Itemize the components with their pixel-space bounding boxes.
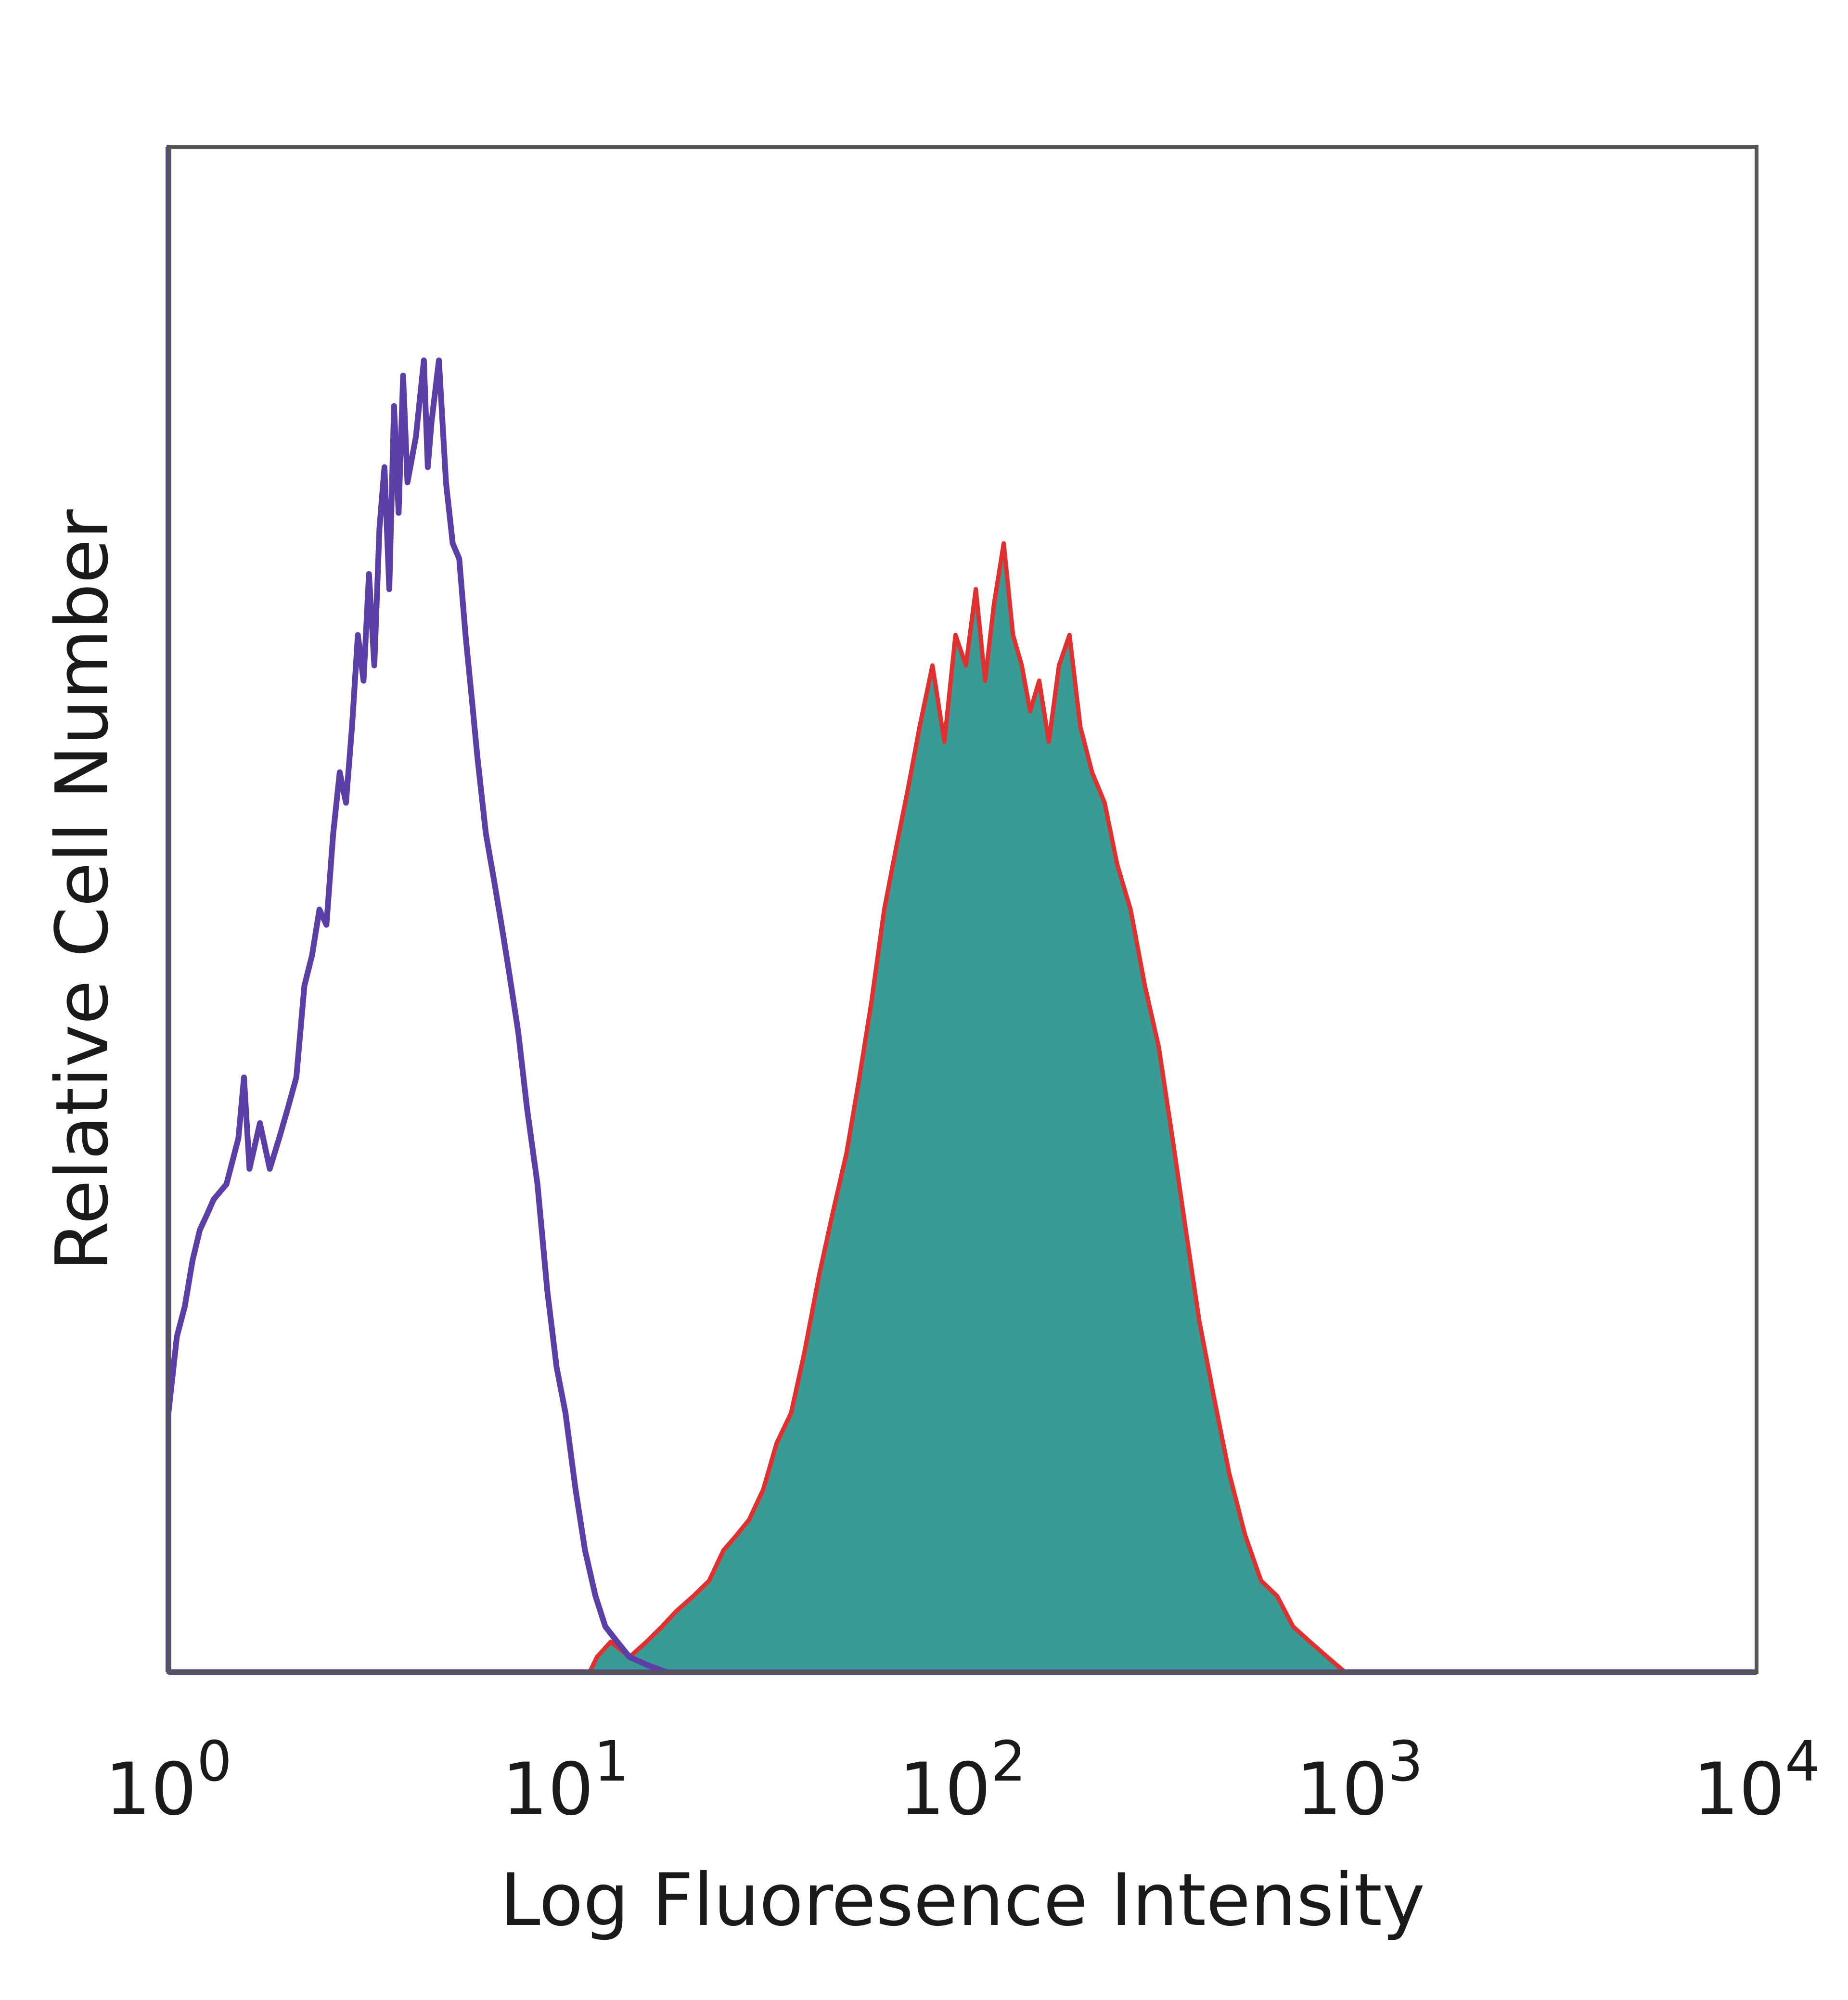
x-tick-exponent-1: 1 — [594, 1730, 629, 1794]
x-tick-base-4: 10 — [1693, 1748, 1785, 1832]
plot-frame — [167, 145, 1758, 1674]
x-tick-base-1: 10 — [502, 1748, 594, 1832]
x-axis-title: Log Fluoresence Intensity — [500, 1859, 1425, 1942]
x-tick-base-0: 10 — [105, 1748, 197, 1832]
y-axis-title: Relative Cell Number — [41, 509, 125, 1271]
x-tick-exponent-0: 0 — [197, 1730, 232, 1794]
series-1-filled-area — [168, 543, 1757, 1672]
x-tick-label-1: 101 — [502, 1730, 629, 1832]
x-tick-label-4: 104 — [1693, 1730, 1820, 1832]
x-tick-base-2: 10 — [899, 1748, 991, 1832]
x-axis-ticks: 100 101 102 103 104 — [105, 1730, 1820, 1832]
x-tick-label-2: 102 — [899, 1730, 1026, 1832]
x-tick-exponent-3: 3 — [1388, 1730, 1423, 1794]
x-tick-exponent-2: 2 — [991, 1730, 1026, 1794]
x-tick-label-0: 100 — [105, 1730, 232, 1832]
x-tick-base-3: 10 — [1296, 1748, 1388, 1832]
x-tick-exponent-4: 4 — [1785, 1730, 1820, 1794]
series-0-histogram-line — [166, 357, 1757, 1675]
x-tick-label-3: 103 — [1296, 1730, 1423, 1832]
series-1-outline — [168, 541, 1757, 1675]
